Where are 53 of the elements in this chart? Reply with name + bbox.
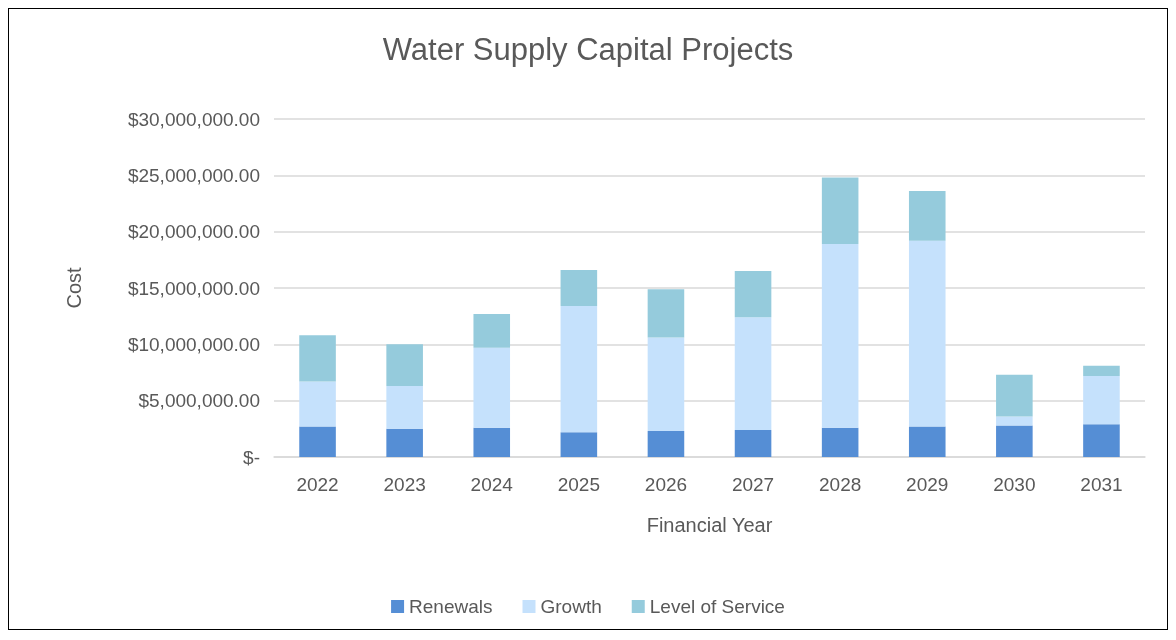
bar	[821, 427, 859, 457]
bar	[734, 271, 772, 318]
bar	[647, 431, 685, 457]
y-tick-label: $15,000,000.00	[127, 277, 260, 299]
bar	[908, 426, 946, 457]
y-tick-label: $20,000,000.00	[127, 221, 260, 243]
x-tick-label: 2024	[470, 474, 514, 495]
bar	[473, 427, 511, 457]
bar	[996, 425, 1033, 457]
y-tick-label: $5,000,000.00	[138, 390, 260, 412]
bar	[647, 337, 685, 432]
bar	[386, 344, 423, 387]
y-axis-title: Cost	[63, 267, 85, 309]
bar	[908, 240, 946, 427]
bar	[1083, 424, 1120, 457]
x-tick-label: 2026	[644, 474, 688, 495]
x-tick-label: 2025	[557, 474, 600, 495]
bar	[299, 426, 336, 457]
bar	[299, 381, 336, 427]
bar	[821, 244, 859, 428]
bar	[560, 306, 598, 433]
y-tick-label: $10,000,000.00	[127, 333, 260, 355]
legend-label: Growth	[540, 596, 602, 617]
bar	[821, 177, 859, 245]
x-tick-label: 2029	[906, 474, 949, 495]
y-tick-label: $-	[243, 446, 260, 468]
bar	[473, 347, 511, 428]
y-tick-label: $30,000,000.00	[127, 108, 260, 130]
bar	[996, 416, 1033, 426]
bar	[734, 317, 772, 430]
bar	[1083, 365, 1120, 376]
bar	[386, 386, 423, 429]
x-tick-label: 2031	[1080, 474, 1123, 495]
bar	[299, 335, 336, 382]
bar	[560, 432, 598, 457]
y-tick-label: $25,000,000.00	[127, 164, 260, 186]
bar	[734, 429, 772, 457]
x-tick-label: 2028	[819, 474, 862, 495]
bar	[386, 428, 423, 457]
x-tick-label: 2030	[993, 474, 1036, 495]
bar	[560, 269, 598, 307]
bar	[996, 374, 1033, 417]
chart-title: Water Supply Capital Projects	[382, 32, 794, 67]
bar	[647, 289, 685, 338]
x-axis-title: Financial Year	[646, 514, 773, 536]
x-tick-label: 2027	[731, 474, 775, 495]
bar	[1083, 375, 1120, 425]
legend-label: Renewals	[409, 596, 493, 617]
bar	[908, 191, 946, 241]
x-tick-label: 2023	[383, 474, 426, 495]
x-tick-label: 2022	[296, 474, 339, 495]
legend-label: Level of Service	[649, 596, 785, 617]
bar	[473, 313, 511, 348]
